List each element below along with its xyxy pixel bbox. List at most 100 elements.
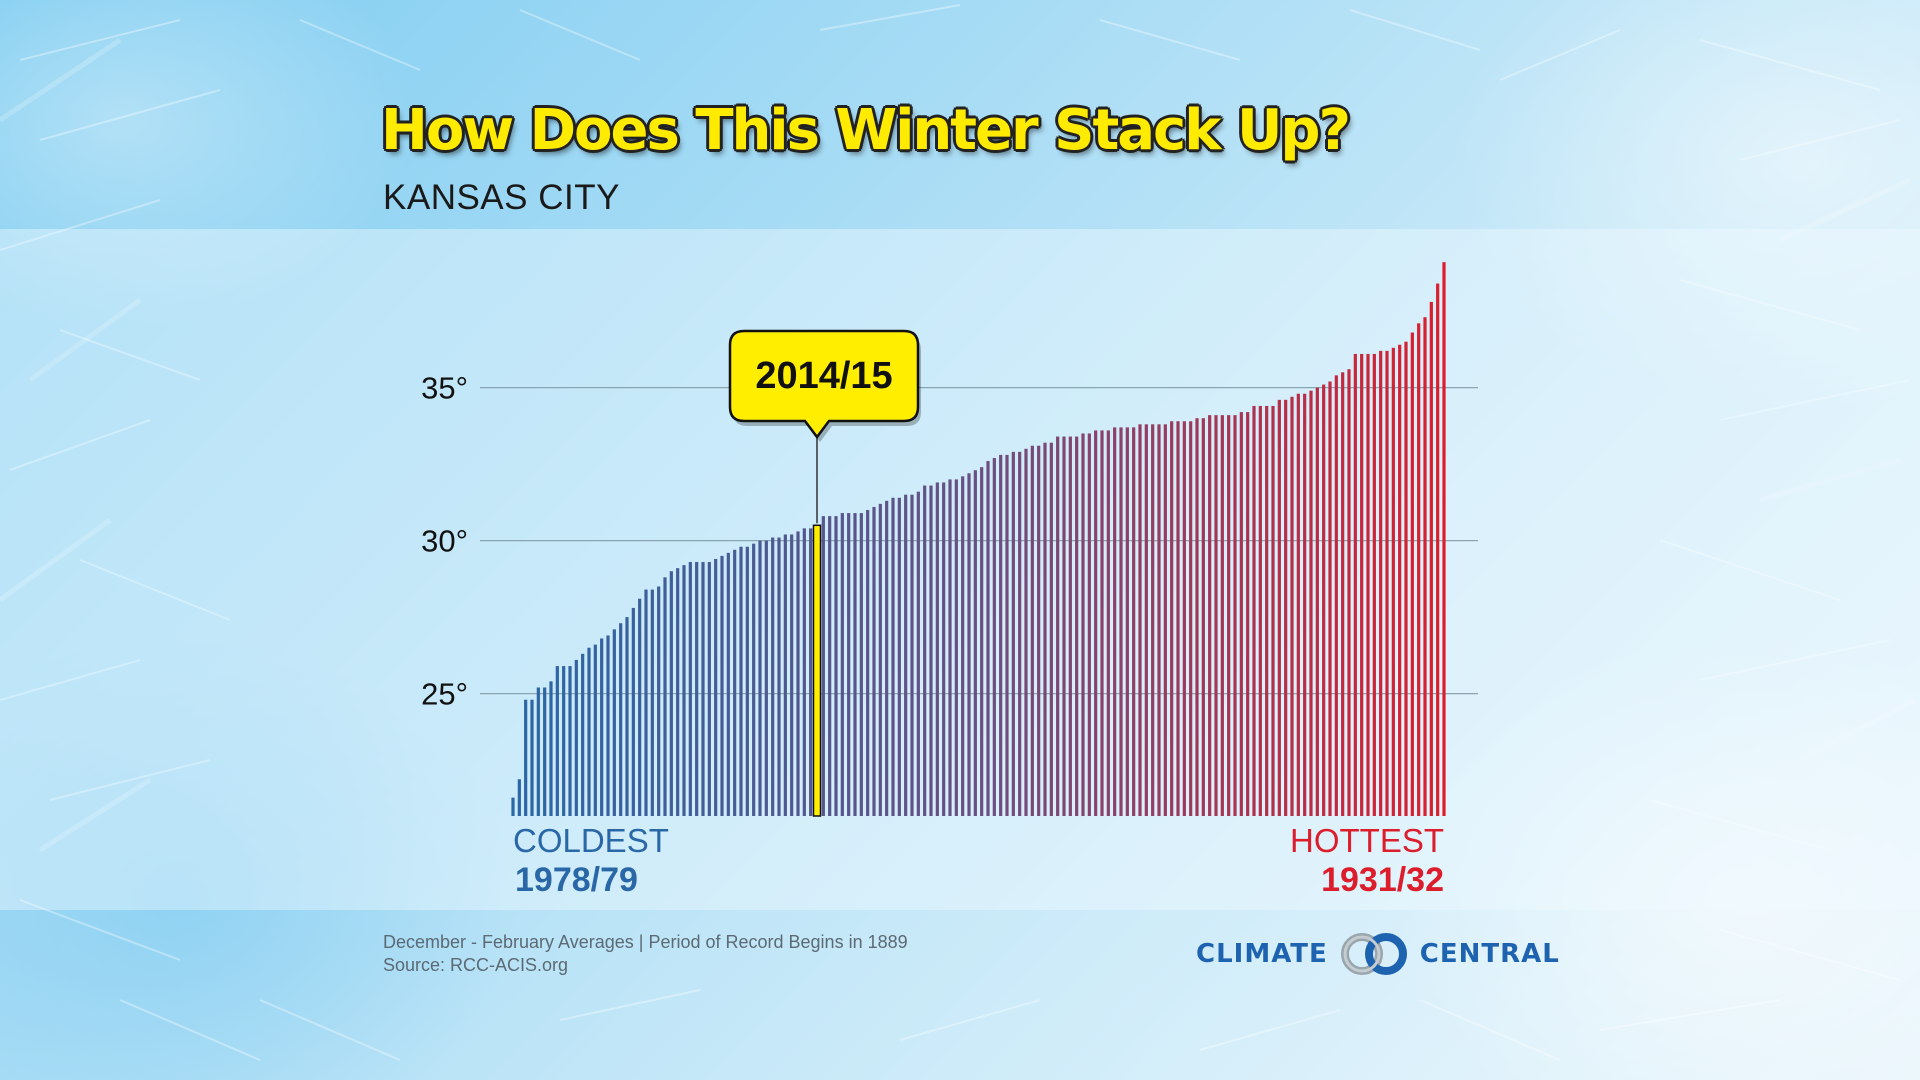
bar bbox=[1176, 421, 1180, 816]
bar bbox=[859, 513, 863, 816]
chart-band bbox=[0, 229, 1920, 910]
bar bbox=[954, 479, 958, 816]
bar bbox=[524, 699, 528, 816]
bar bbox=[511, 797, 515, 816]
bar bbox=[1189, 421, 1193, 816]
bar bbox=[935, 482, 939, 816]
bar bbox=[606, 635, 610, 816]
bar bbox=[1252, 405, 1256, 816]
bar bbox=[758, 540, 762, 816]
bar bbox=[1214, 415, 1218, 816]
bar bbox=[682, 565, 686, 816]
bar bbox=[916, 491, 920, 816]
bar bbox=[707, 562, 711, 816]
footnote-source: Source: RCC-ACIS.org bbox=[383, 955, 569, 975]
bar bbox=[1423, 317, 1427, 816]
y-tick-label: 25° bbox=[421, 677, 468, 712]
bar bbox=[1106, 430, 1110, 816]
bar bbox=[1081, 433, 1085, 816]
bar bbox=[1005, 454, 1009, 816]
bar bbox=[904, 494, 908, 816]
bar bbox=[777, 537, 781, 816]
bar bbox=[1334, 375, 1338, 816]
bar bbox=[1239, 412, 1243, 816]
bar bbox=[720, 555, 724, 816]
coldest-label: COLDEST bbox=[513, 822, 669, 859]
bar bbox=[1353, 353, 1357, 816]
bar bbox=[574, 659, 578, 816]
bar bbox=[1246, 412, 1250, 816]
bar bbox=[536, 687, 540, 816]
bar bbox=[600, 638, 604, 816]
bar bbox=[1328, 381, 1332, 816]
bar bbox=[1011, 451, 1015, 816]
bar bbox=[891, 497, 895, 816]
bar bbox=[739, 546, 743, 816]
bar bbox=[1037, 445, 1041, 816]
bar bbox=[1309, 390, 1313, 816]
bar bbox=[625, 617, 629, 816]
bar bbox=[1227, 415, 1231, 816]
bar bbox=[562, 666, 566, 816]
bar bbox=[650, 589, 654, 816]
bar bbox=[1068, 436, 1072, 816]
bar bbox=[726, 552, 730, 816]
bar bbox=[1284, 399, 1288, 816]
bar bbox=[1220, 415, 1224, 816]
bar bbox=[1233, 415, 1237, 816]
bar bbox=[1277, 399, 1281, 816]
bar bbox=[701, 562, 705, 816]
bar bbox=[929, 485, 933, 816]
logo-rings-icon bbox=[1340, 933, 1407, 975]
bar bbox=[517, 779, 521, 816]
logo-text-left: CLIMATE bbox=[1196, 939, 1328, 969]
bar bbox=[828, 516, 832, 816]
coldest-season: 1978/79 bbox=[515, 861, 638, 899]
bar bbox=[840, 513, 844, 816]
bar bbox=[733, 549, 737, 816]
bar bbox=[885, 500, 889, 816]
bar bbox=[1372, 353, 1376, 816]
bar bbox=[1094, 430, 1098, 816]
bar bbox=[1062, 436, 1066, 816]
bar bbox=[619, 623, 623, 816]
bar bbox=[1195, 418, 1199, 816]
bar bbox=[1290, 396, 1294, 816]
bar bbox=[1303, 393, 1307, 816]
bar bbox=[1132, 427, 1136, 816]
bar bbox=[638, 598, 642, 816]
bar bbox=[1429, 301, 1433, 816]
bar bbox=[1315, 387, 1319, 816]
bar bbox=[1138, 424, 1142, 816]
bar bbox=[612, 629, 616, 816]
bar bbox=[1417, 323, 1421, 816]
hottest-label: HOTTEST bbox=[1290, 822, 1444, 859]
bar bbox=[663, 577, 667, 816]
bar bbox=[967, 473, 971, 816]
bar bbox=[676, 568, 680, 816]
bar bbox=[1125, 427, 1129, 816]
bar bbox=[910, 494, 914, 816]
bar bbox=[866, 510, 870, 816]
bar bbox=[1056, 436, 1060, 816]
bar bbox=[688, 562, 692, 816]
bar bbox=[1379, 350, 1383, 816]
bar bbox=[802, 528, 806, 816]
bar bbox=[1163, 424, 1167, 816]
bar bbox=[790, 534, 794, 816]
bar bbox=[1049, 442, 1053, 816]
bar bbox=[897, 497, 901, 816]
bar bbox=[764, 540, 768, 816]
bar bbox=[999, 454, 1003, 816]
bar bbox=[714, 558, 718, 816]
bar bbox=[581, 653, 585, 816]
bar bbox=[1100, 430, 1104, 816]
bar bbox=[809, 528, 813, 816]
bar bbox=[1271, 405, 1275, 816]
bar bbox=[1442, 262, 1446, 816]
hottest-season: 1931/32 bbox=[1321, 861, 1444, 899]
chart-subtitle: KANSAS CITY bbox=[383, 178, 620, 217]
climate-central-logo: CLIMATE CENTRAL bbox=[1196, 932, 1560, 976]
bar bbox=[1385, 350, 1389, 816]
